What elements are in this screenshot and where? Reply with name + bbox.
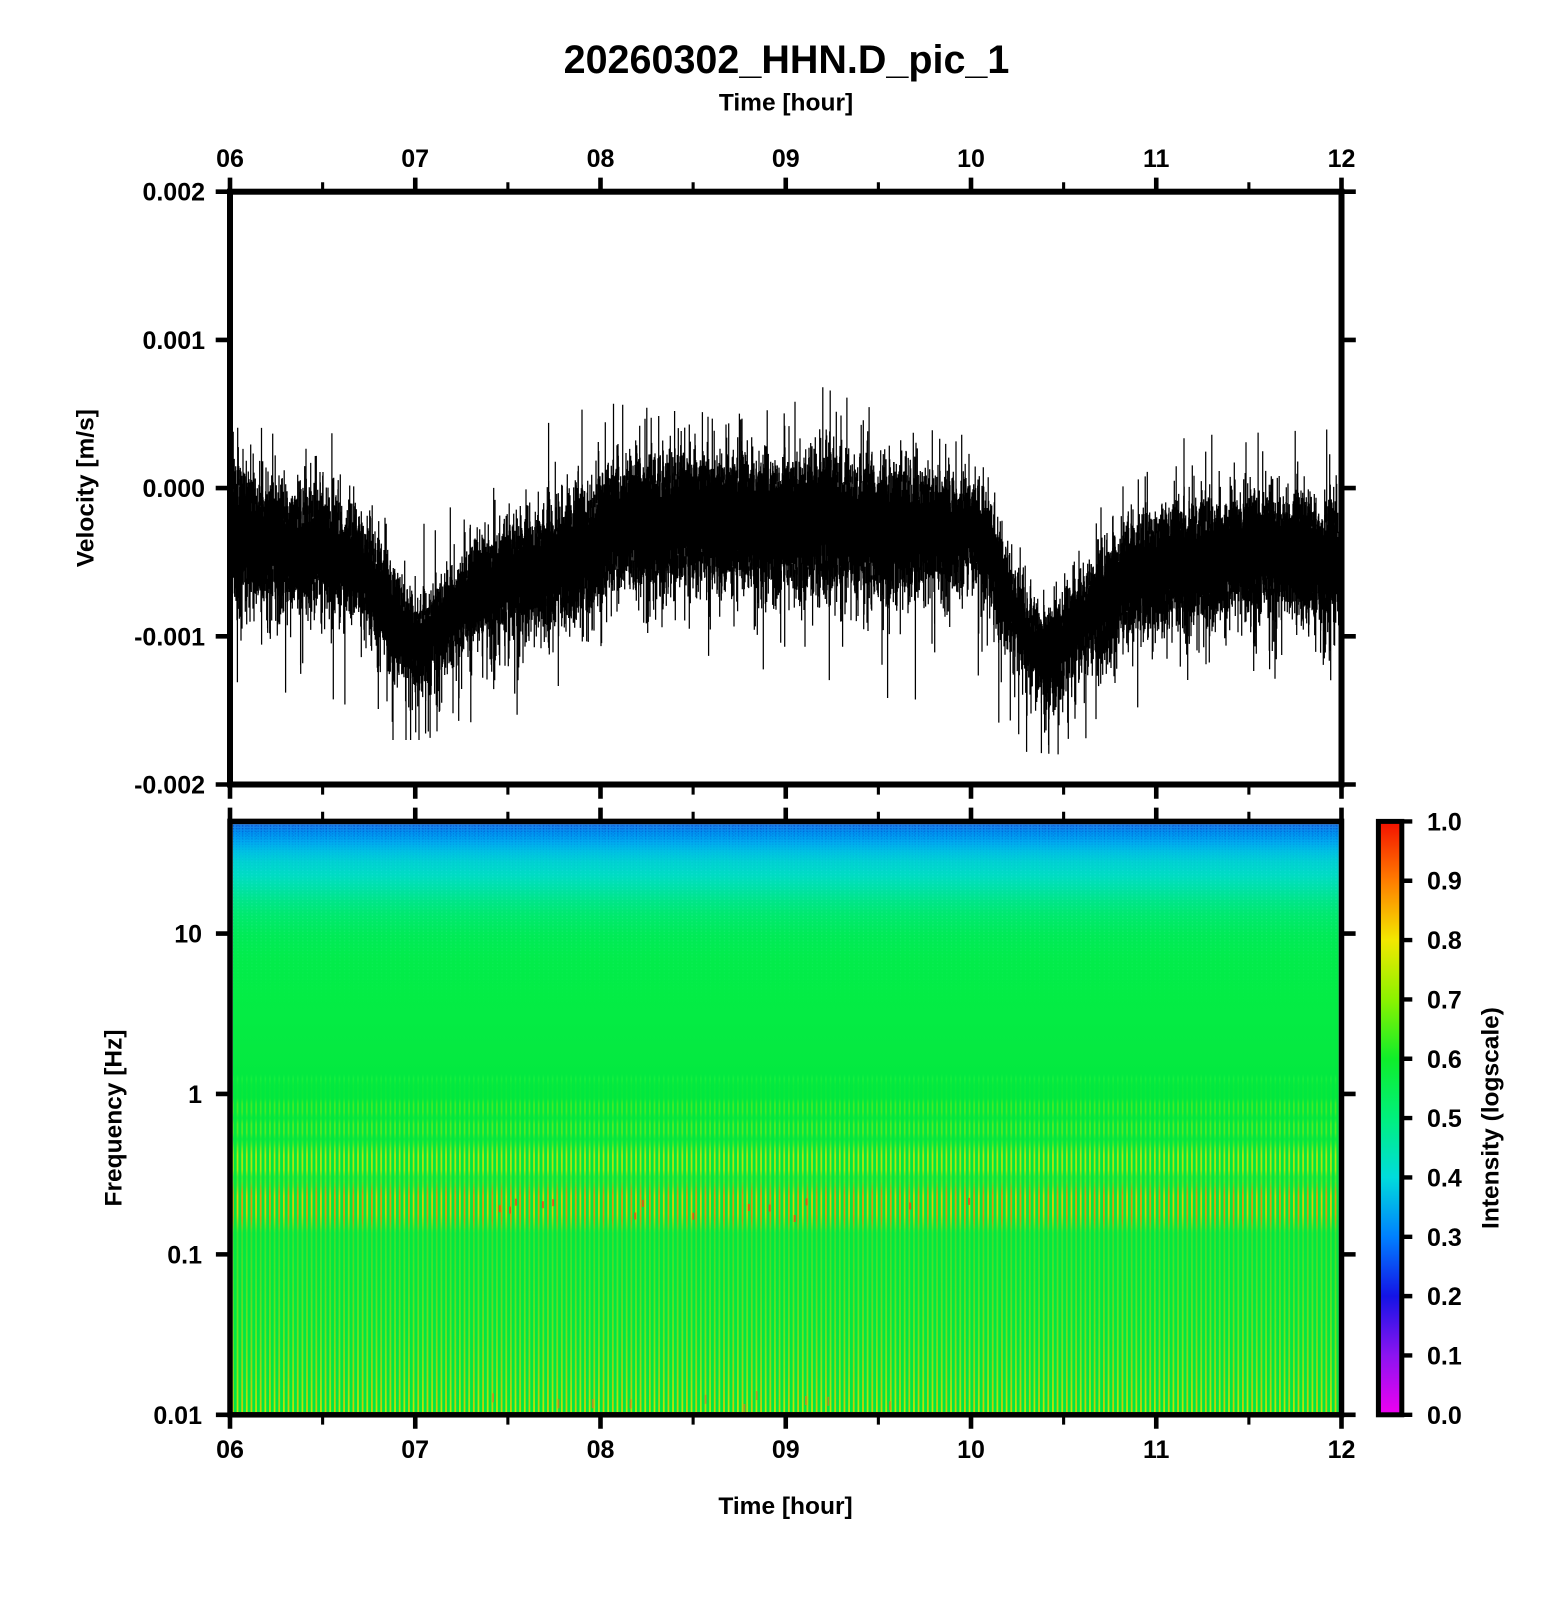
svg-text:0.5: 0.5 xyxy=(1427,1105,1462,1133)
svg-text:Intensity (logscale): Intensity (logscale) xyxy=(1478,1007,1505,1229)
svg-text:1.0: 1.0 xyxy=(1427,808,1462,836)
svg-text:Time [hour]: Time [hour] xyxy=(718,1493,852,1520)
svg-text:0.6: 0.6 xyxy=(1427,1046,1462,1074)
svg-text:08: 08 xyxy=(587,145,615,173)
svg-text:0.002: 0.002 xyxy=(142,179,205,207)
svg-text:0.001: 0.001 xyxy=(142,327,205,355)
svg-text:0.2: 0.2 xyxy=(1427,1283,1462,1311)
svg-text:0.9: 0.9 xyxy=(1427,868,1462,896)
svg-text:0.1: 0.1 xyxy=(167,1241,202,1269)
svg-text:07: 07 xyxy=(401,1436,429,1464)
svg-text:11: 11 xyxy=(1143,1436,1170,1464)
svg-text:07: 07 xyxy=(401,145,429,173)
svg-text:12: 12 xyxy=(1328,145,1356,173)
svg-text:20260302_HHN.D_pic_1: 20260302_HHN.D_pic_1 xyxy=(564,38,1010,82)
svg-text:09: 09 xyxy=(772,1436,800,1464)
svg-text:11: 11 xyxy=(1143,145,1170,173)
svg-text:Velocity [m/s]: Velocity [m/s] xyxy=(73,409,100,567)
svg-text:0.3: 0.3 xyxy=(1427,1224,1462,1252)
svg-text:-0.002: -0.002 xyxy=(134,772,205,800)
svg-text:10: 10 xyxy=(174,921,202,949)
svg-text:09: 09 xyxy=(772,145,800,173)
svg-text:0.01: 0.01 xyxy=(153,1402,202,1430)
svg-text:0.000: 0.000 xyxy=(142,475,205,503)
svg-text:1: 1 xyxy=(188,1081,202,1109)
svg-text:-0.001: -0.001 xyxy=(134,623,205,651)
svg-text:Time [hour]: Time [hour] xyxy=(719,90,853,117)
svg-text:10: 10 xyxy=(957,145,985,173)
svg-text:12: 12 xyxy=(1328,1436,1356,1464)
svg-text:06: 06 xyxy=(216,1436,244,1464)
svg-text:06: 06 xyxy=(216,145,244,173)
svg-text:10: 10 xyxy=(957,1436,985,1464)
svg-text:Frequency [Hz]: Frequency [Hz] xyxy=(101,1030,128,1207)
svg-text:0.4: 0.4 xyxy=(1427,1164,1462,1192)
svg-text:0.7: 0.7 xyxy=(1427,986,1462,1014)
svg-text:0.0: 0.0 xyxy=(1427,1402,1462,1430)
svg-text:0.1: 0.1 xyxy=(1427,1343,1462,1371)
svg-text:0.8: 0.8 xyxy=(1427,927,1462,955)
svg-text:08: 08 xyxy=(587,1436,615,1464)
